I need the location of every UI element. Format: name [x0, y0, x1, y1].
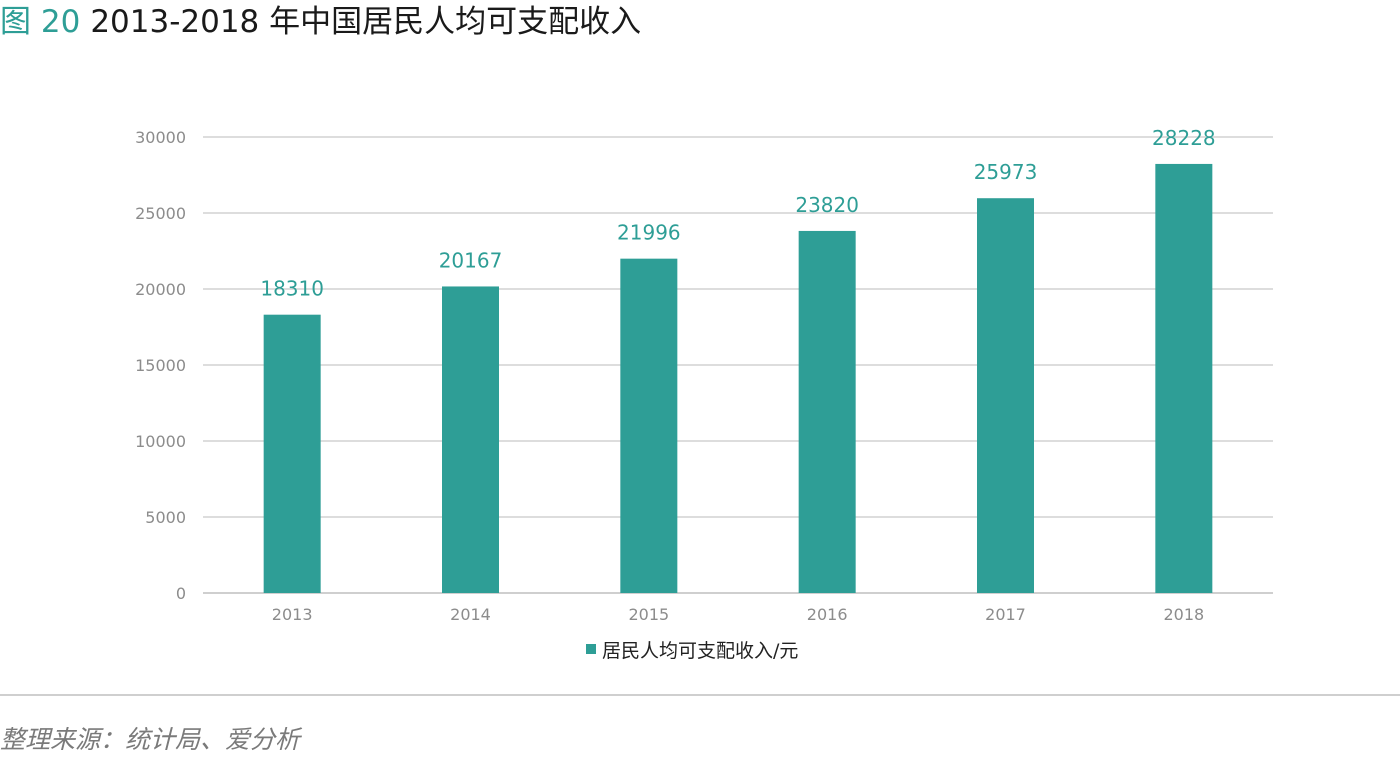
data-label: 25973 — [974, 160, 1038, 184]
data-label: 21996 — [617, 221, 681, 245]
x-tick-label: 2018 — [1163, 605, 1204, 624]
data-label: 20167 — [439, 248, 503, 272]
data-label: 18310 — [260, 277, 324, 301]
chart-title: 2013-2018 年中国居民人均可支配收入 — [90, 4, 642, 40]
bar — [442, 286, 499, 593]
y-tick-label: 25000 — [135, 204, 186, 223]
y-tick-label: 10000 — [135, 432, 186, 451]
x-tick-label: 2017 — [985, 605, 1026, 624]
y-tick-label: 20000 — [135, 280, 186, 299]
legend-swatch — [586, 644, 596, 654]
bar — [1155, 163, 1213, 594]
y-tick-label: 5000 — [145, 508, 186, 527]
y-tick-label: 30000 — [135, 128, 186, 147]
bar — [798, 230, 856, 593]
data-label: 28228 — [1152, 126, 1216, 150]
divider — [0, 694, 1400, 696]
bar — [977, 198, 1034, 594]
data-label: 23820 — [795, 193, 859, 217]
figure-header: 图 20 2013-2018 年中国居民人均可支配收入 — [0, 0, 641, 44]
bar — [263, 314, 321, 593]
legend-label: 居民人均可支配收入/元 — [602, 639, 799, 662]
x-tick-label: 2016 — [807, 605, 848, 624]
bar-chart: 0 5000 10000 15000 20000 25000 30000 18310 2013 2… — [135, 126, 1273, 624]
figure-label: 图 20 — [0, 4, 81, 40]
x-tick-label: 2014 — [450, 605, 491, 624]
chart-legend: 居民人均可支配收入/元 — [586, 637, 799, 662]
x-tick-label: 2013 — [272, 605, 313, 624]
y-tick-label: 15000 — [135, 356, 186, 375]
y-tick-label: 0 — [176, 584, 186, 603]
source-note: 整理来源：统计局、爱分析 — [0, 725, 301, 754]
x-tick-label: 2015 — [628, 605, 669, 624]
bar — [620, 258, 678, 593]
